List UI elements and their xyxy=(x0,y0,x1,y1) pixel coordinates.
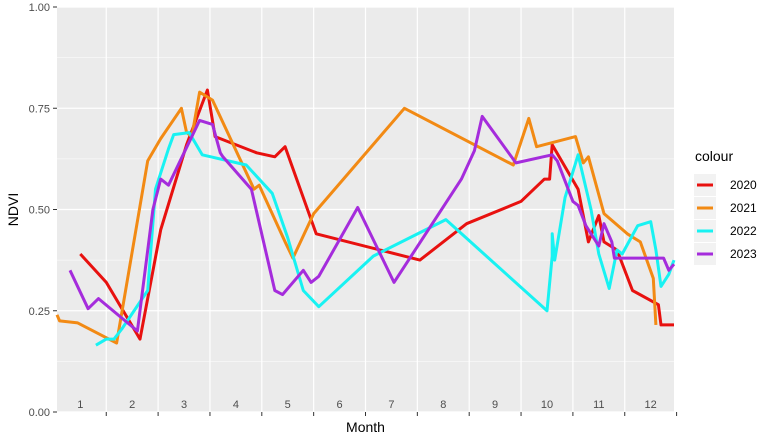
y-axis-title: NDVI xyxy=(5,193,21,226)
month-label: 10 xyxy=(541,399,553,411)
month-label: 5 xyxy=(285,399,291,411)
legend-label-2021: 2021 xyxy=(730,201,757,215)
legend-label-2020: 2020 xyxy=(730,178,757,192)
legend-items: 2020 2021 2022 2023 xyxy=(694,174,757,265)
month-label: 4 xyxy=(233,399,239,411)
month-label: 11 xyxy=(593,399,604,411)
axes: 0.000.250.500.751.001 2 3 4 5 6 7 8 9 10 11 12 xyxy=(29,2,678,419)
legend: colour 2020 2021 2022 2023 xyxy=(694,148,757,265)
month-label: 2 xyxy=(129,399,135,411)
y-tick-label: 0.25 xyxy=(29,306,50,318)
month-label: 6 xyxy=(337,399,343,411)
series-line-2023 xyxy=(68,114,676,333)
y-tick-label: 1.00 xyxy=(29,2,50,14)
x-axis-title: Month xyxy=(346,419,385,435)
y-tick-label: 0.75 xyxy=(29,103,50,115)
series-lines xyxy=(55,88,676,347)
month-label: 3 xyxy=(181,399,187,411)
legend-label-2023: 2023 xyxy=(730,247,757,261)
month-label: 12 xyxy=(645,399,657,411)
legend-label-2022: 2022 xyxy=(730,224,757,238)
month-label: 8 xyxy=(440,399,446,411)
month-label: 7 xyxy=(388,399,394,411)
legend-title: colour xyxy=(695,148,733,164)
y-tick-label: 0.50 xyxy=(29,205,50,217)
series-line-2021 xyxy=(55,90,658,345)
y-tick-label: 0.00 xyxy=(29,407,50,419)
grid-lines xyxy=(57,6,674,413)
month-label: 9 xyxy=(492,399,498,411)
series-line-2022 xyxy=(95,131,676,347)
month-label: 1 xyxy=(77,399,83,411)
